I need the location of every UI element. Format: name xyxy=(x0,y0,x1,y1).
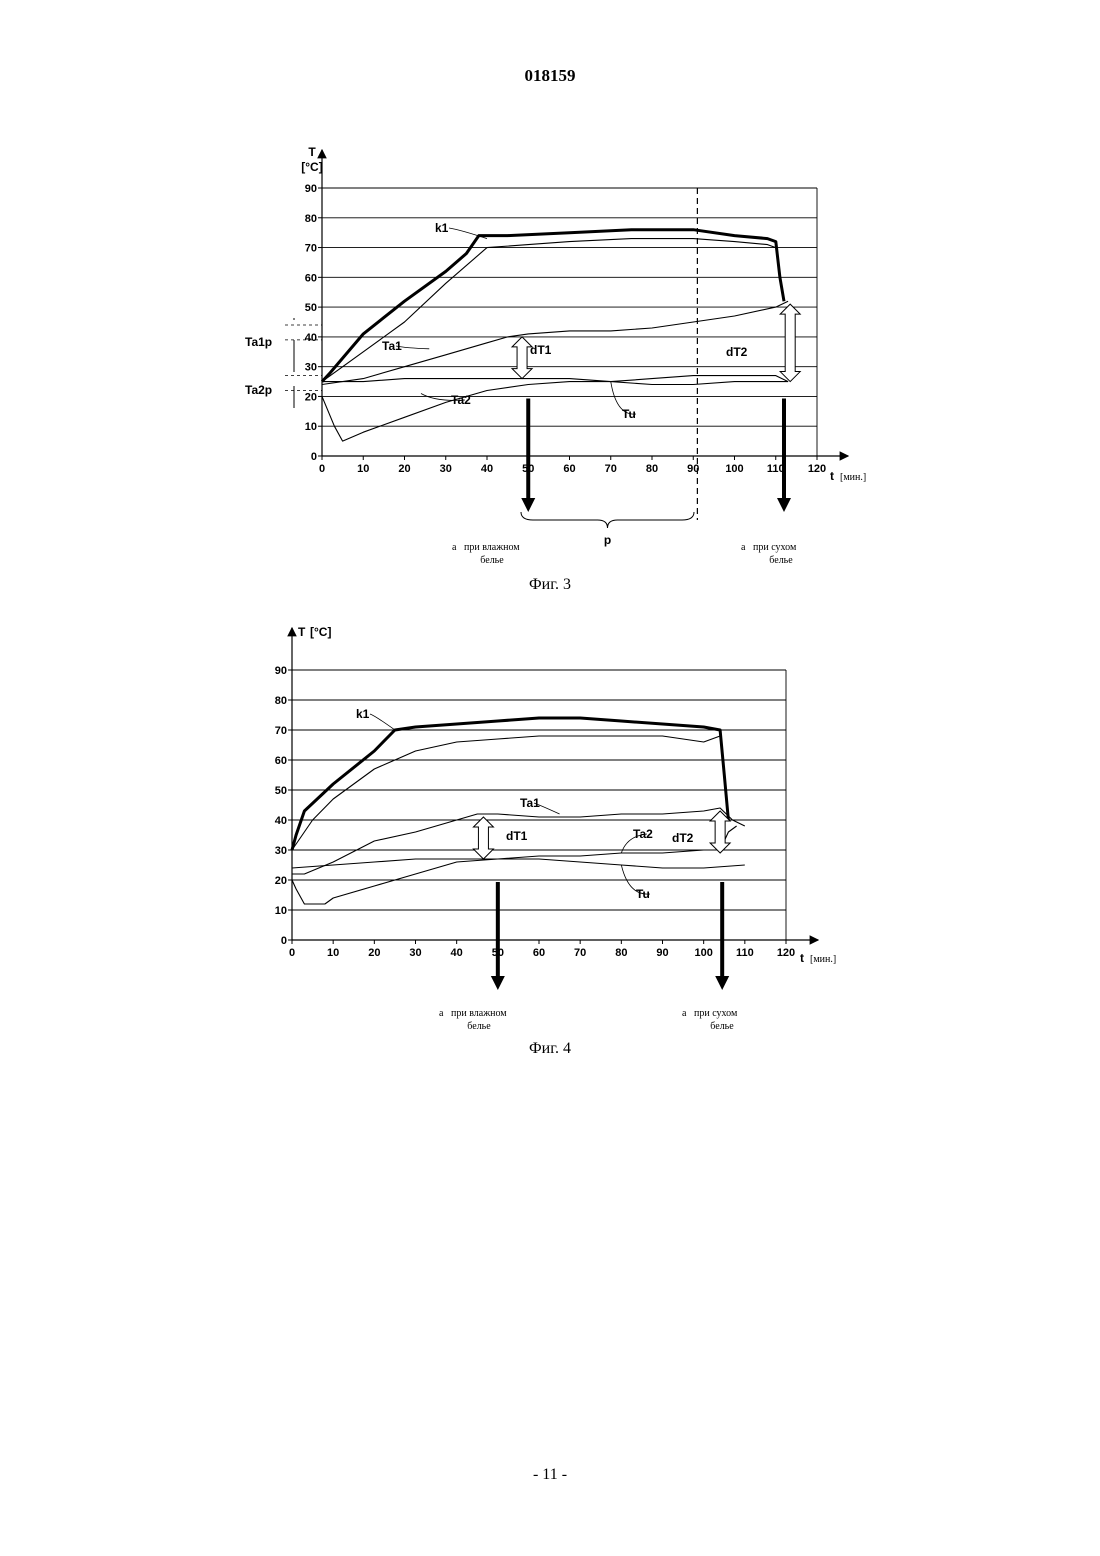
x-tick-label: 20 xyxy=(368,947,380,959)
down-arrow-head xyxy=(491,976,505,990)
x-tick-label: 110 xyxy=(736,947,754,959)
x-tick-label: 100 xyxy=(694,947,712,959)
series-label-k1: k1 xyxy=(356,707,370,721)
y-tick-label: 30 xyxy=(275,845,287,857)
x-tick-label: 30 xyxy=(409,947,421,959)
series-label-ta1: Ta1 xyxy=(520,796,540,810)
down-arrow-head xyxy=(715,976,729,990)
double-arrow-dt2 xyxy=(710,811,730,853)
y-tick-label: 20 xyxy=(275,875,287,887)
x-tick-label: 80 xyxy=(615,947,627,959)
y-tick-label: 90 xyxy=(275,665,287,677)
double-arrow-label-dt1: dT1 xyxy=(506,829,528,843)
y-tick-label: 50 xyxy=(275,785,287,797)
x-tick-label: 10 xyxy=(327,947,339,959)
y-tick-label: 0 xyxy=(281,935,287,947)
figure-4-caption: Фиг. 4 xyxy=(0,1040,1100,1058)
y-tick-label: 70 xyxy=(275,725,287,737)
series-label-ta2: Ta2 xyxy=(633,827,653,841)
y-tick-label: 60 xyxy=(275,755,287,767)
y-axis-symbol: T xyxy=(298,625,306,639)
y-tick-label: 40 xyxy=(275,815,287,827)
annotation-dry-prefix: a xyxy=(682,1008,687,1019)
x-tick-label: 120 xyxy=(777,947,795,959)
series-line-tu xyxy=(292,859,745,868)
double-arrow-dt1 xyxy=(473,817,493,859)
annotation-dry-line2: белье xyxy=(710,1021,734,1032)
x-tick-label: 70 xyxy=(574,947,586,959)
y-axis-unit: [°C] xyxy=(310,625,331,639)
y-tick-label: 10 xyxy=(275,905,287,917)
y-tick-label: 80 xyxy=(275,695,287,707)
x-tick-label: 0 xyxy=(289,947,295,959)
page-footer: - 11 - xyxy=(0,1466,1100,1484)
annotation-wet-prefix: a xyxy=(439,1008,444,1019)
x-tick-label: 60 xyxy=(533,947,545,959)
x-tick-label: 90 xyxy=(656,947,668,959)
series-leader-line xyxy=(370,714,395,730)
double-arrow-label-dt2: dT2 xyxy=(672,831,694,845)
x-axis-unit: [мин.] xyxy=(810,954,836,965)
annotation-wet-line1: при влажном xyxy=(451,1008,507,1019)
x-tick-label: 40 xyxy=(451,947,463,959)
annotation-dry-line1: при сухом xyxy=(694,1008,738,1019)
annotation-wet-line2: белье xyxy=(467,1021,491,1032)
figure-4-chart: 0102030405060708090010203040506070809010… xyxy=(0,0,1100,1080)
x-axis-symbol: t xyxy=(800,951,804,965)
